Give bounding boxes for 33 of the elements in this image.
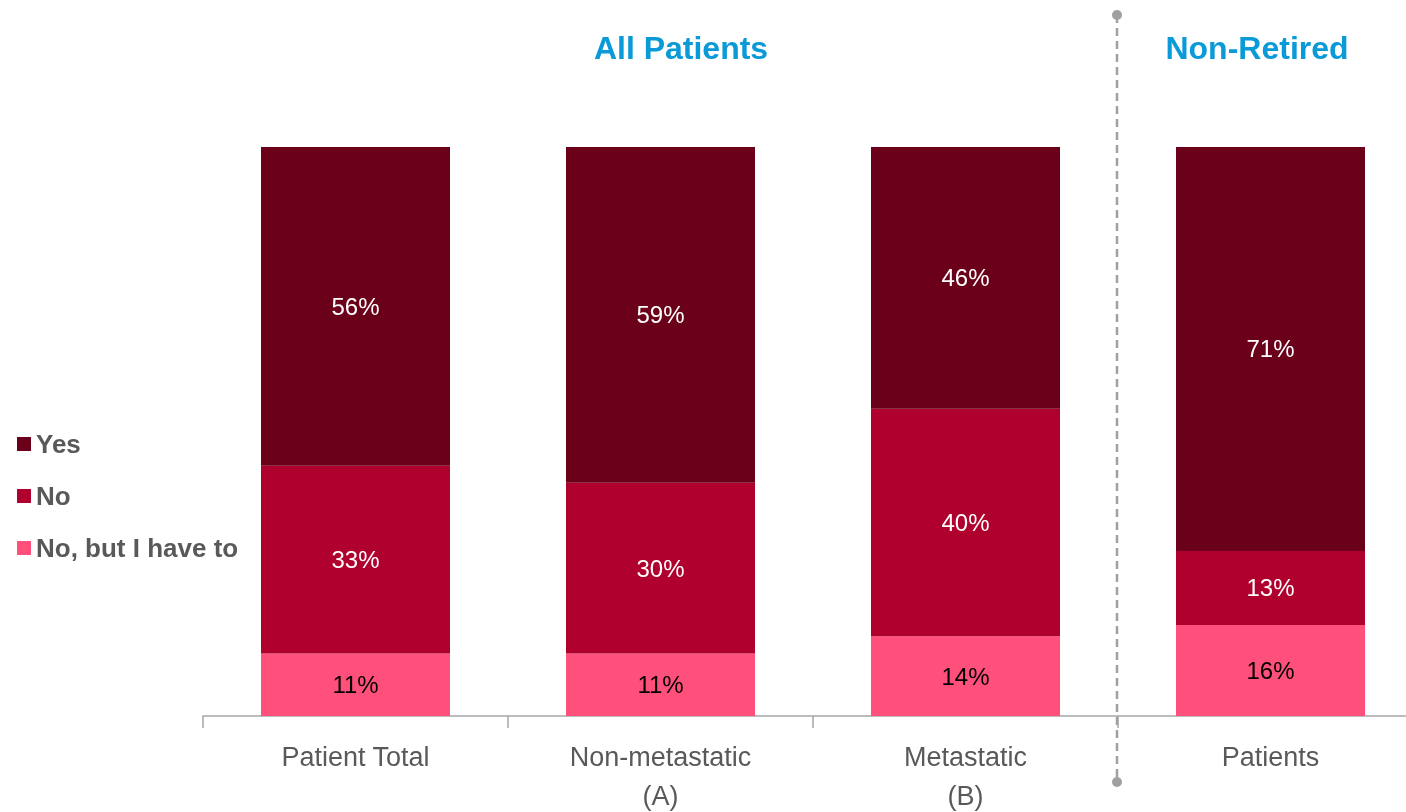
text: Non-Retired	[1165, 30, 1349, 66]
bar	[871, 636, 1060, 716]
data-label: 30%	[636, 554, 685, 582]
text: All Patients	[593, 30, 769, 66]
data-label: 14%	[941, 662, 990, 690]
legend-label: No	[36, 481, 71, 511]
data-label: 33%	[331, 546, 380, 574]
data-label: 56%	[331, 292, 380, 320]
x-tick-label: Non-metastatic (A)	[569, 741, 752, 811]
x-tick-label: Metastatic (B)	[903, 741, 1028, 811]
data-label: 46%	[941, 264, 990, 292]
data-label: 16%	[1246, 656, 1295, 684]
data-label: 11%	[637, 671, 684, 699]
data-label: 13%	[1246, 574, 1295, 602]
bar	[261, 147, 450, 466]
bar	[566, 147, 755, 483]
bar	[871, 408, 1060, 637]
bar	[1176, 147, 1365, 551]
bar	[566, 653, 755, 716]
data-label: 11%	[332, 671, 379, 699]
legend-label: Yes	[36, 429, 81, 459]
bar	[871, 147, 1060, 409]
bar	[1176, 550, 1365, 625]
data-label: 40%	[941, 509, 990, 537]
data-label: 59%	[636, 301, 685, 329]
bar	[566, 482, 755, 654]
x-tick-label: Patients	[1221, 741, 1320, 772]
x-tick-label: Patient Total	[281, 741, 430, 772]
legend-label: No, but I have to	[36, 533, 239, 563]
data-label: 71%	[1246, 335, 1295, 363]
bar	[261, 653, 450, 716]
bar	[1176, 624, 1365, 716]
bar	[261, 465, 450, 654]
